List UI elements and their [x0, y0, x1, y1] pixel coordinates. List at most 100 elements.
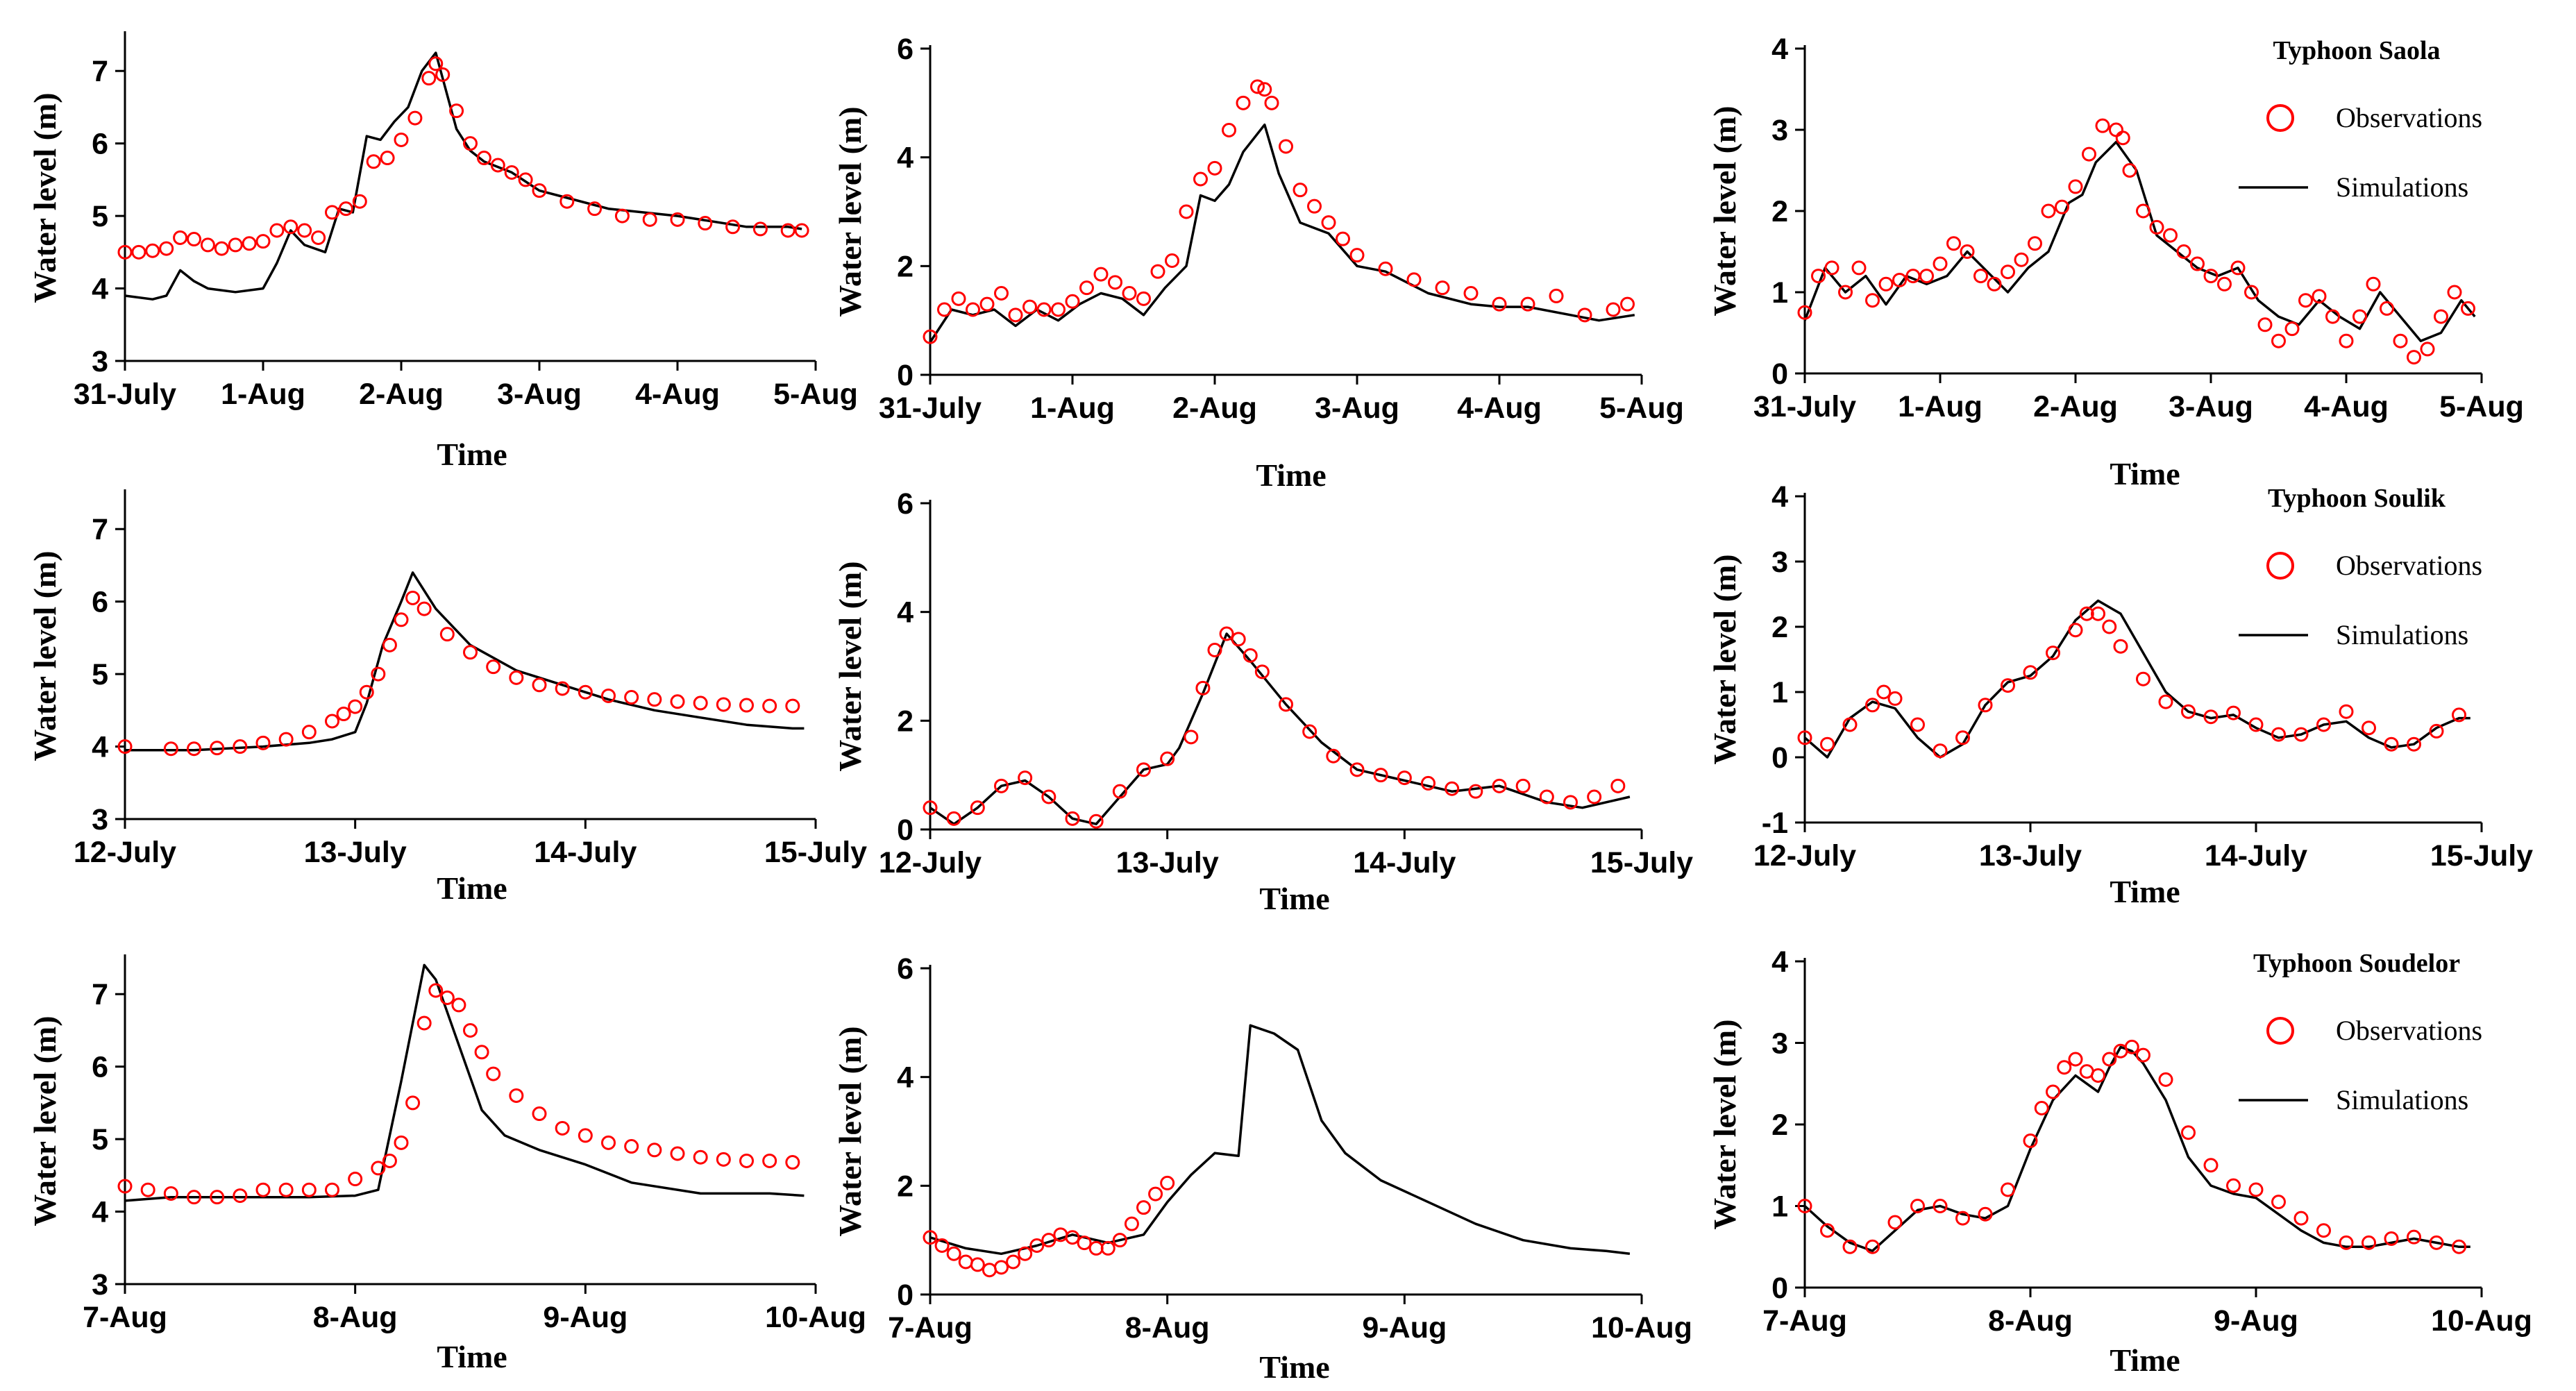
y-axis-title: Water level (m) — [27, 1015, 62, 1226]
observation-point — [1865, 1239, 1880, 1254]
observation-point — [739, 698, 754, 713]
observation-point — [1463, 286, 1479, 301]
observation-point — [2023, 1133, 2038, 1148]
x-tick-label: 9-Aug — [543, 1301, 628, 1334]
observation-point — [2068, 623, 2083, 638]
x-tick-label: 12-July — [879, 846, 982, 879]
observation-point — [382, 637, 397, 652]
x-tick-label: 8-Aug — [1988, 1304, 2073, 1338]
observation-point — [1307, 199, 1322, 214]
observation-point — [187, 232, 201, 247]
x-tick-label: 15-July — [764, 836, 867, 869]
observation-point — [474, 1045, 489, 1060]
observation-point — [1219, 626, 1234, 641]
observation-point — [348, 699, 363, 714]
observation-point — [780, 223, 795, 238]
observation-point — [1006, 1254, 1021, 1270]
y-axis-title: Water level (m) — [1707, 1019, 1742, 1229]
observation-point — [1878, 276, 1894, 292]
x-axis-title: Time — [2110, 456, 2180, 491]
x-tick-label: 4-Aug — [2304, 390, 2389, 423]
observation-point — [2149, 219, 2164, 235]
x-tick-label: 31-July — [1753, 390, 1856, 423]
observation-point — [1397, 770, 1412, 786]
y-tick-label: 6 — [92, 1051, 108, 1084]
observation-point — [1842, 717, 1858, 732]
observation-point — [2393, 333, 2408, 348]
x-axis-title: Time — [2110, 874, 2180, 909]
x-tick-label: 14-July — [1353, 846, 1456, 879]
observation-point — [1539, 789, 1554, 804]
observation-point — [269, 223, 285, 238]
observation-point — [1165, 253, 1179, 268]
observation-point — [670, 212, 685, 227]
observation-point — [449, 103, 464, 119]
observation-point — [2001, 1182, 2015, 1197]
observation-point — [2352, 309, 2367, 324]
y-axis-title: Water level (m) — [27, 550, 62, 761]
observation-point — [1222, 123, 1236, 137]
observation-point — [1349, 248, 1365, 263]
observation-point — [1041, 1233, 1057, 1248]
observation-point — [1257, 82, 1272, 97]
observation-point — [371, 666, 386, 682]
observation-point — [1079, 280, 1094, 296]
observation-point — [2248, 1182, 2264, 1197]
x-tick-label: 8-Aug — [313, 1301, 398, 1334]
observation-point — [2271, 333, 2286, 348]
observation-point — [1326, 748, 1341, 764]
y-axis-title: Water level (m) — [832, 561, 868, 771]
observation-point — [463, 136, 478, 151]
observation-point — [297, 223, 312, 238]
observation-point — [1910, 717, 1925, 732]
observation-point — [1179, 204, 1194, 219]
observation-point — [1978, 1206, 1993, 1222]
observation-point — [1254, 664, 1270, 680]
observation-point — [725, 219, 741, 235]
observation-point — [1065, 294, 1080, 309]
observation-point — [509, 670, 524, 685]
observation-point — [1207, 643, 1222, 657]
observation-point — [352, 194, 367, 209]
observation-point — [200, 237, 215, 253]
observation-point — [2248, 717, 2264, 732]
observation-point — [1421, 775, 1436, 791]
x-tick-label: 10-Aug — [2431, 1304, 2532, 1338]
observation-point — [1029, 1238, 1045, 1253]
observation-point — [1492, 296, 1507, 312]
observation-point — [532, 1106, 547, 1122]
observation-point — [1933, 743, 1948, 759]
observation-point — [159, 241, 174, 256]
observation-point — [2163, 228, 2178, 243]
observation-point — [1820, 1223, 1835, 1238]
observation-point — [1838, 285, 1853, 300]
observation-point — [642, 212, 657, 227]
y-axis-title: Water level (m) — [1707, 106, 1742, 316]
observation-point — [325, 1182, 339, 1197]
observation-point — [439, 627, 455, 642]
observation-point — [624, 1139, 639, 1154]
observation-point — [2113, 639, 2128, 654]
observation-point — [946, 811, 961, 826]
observation-point — [311, 230, 326, 245]
observation-point — [2434, 309, 2448, 324]
observation-point — [1811, 269, 1826, 284]
observation-point — [187, 1190, 201, 1205]
legend: Typhoon Soudelor Observations Simulations — [2239, 949, 2482, 1115]
y-tick-label: 4 — [897, 596, 914, 630]
observation-point — [233, 1188, 248, 1204]
y-tick-label: 1 — [1771, 276, 1788, 310]
observation-point — [439, 990, 455, 1005]
observation-point — [2091, 1068, 2105, 1083]
observation-point — [532, 183, 547, 199]
observation-point — [1193, 171, 1208, 187]
y-tick-label: 1 — [1771, 1190, 1788, 1224]
observation-point — [2293, 727, 2309, 742]
legend-observations-label: Observations — [2336, 550, 2482, 581]
observation-point — [923, 800, 938, 816]
observation-point — [255, 735, 271, 750]
y-tick-label: 4 — [897, 142, 914, 175]
legend-title: Typhoon Soudelor — [2253, 949, 2460, 978]
y-tick-label: 3 — [92, 1268, 108, 1301]
y-axis-title: Water level (m) — [832, 106, 868, 317]
